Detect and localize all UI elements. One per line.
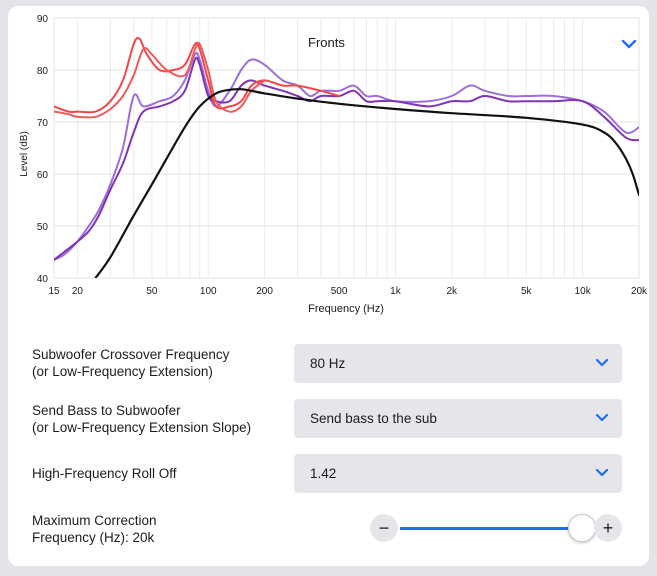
increase-button[interactable]: + — [594, 514, 622, 542]
max-correction-label: Maximum Correction Frequency (Hz): 20k — [32, 512, 157, 546]
y-tick-label: 60 — [37, 170, 49, 181]
y-tick-label: 70 — [37, 118, 49, 129]
x-tick-label: 20k — [631, 286, 648, 297]
chevron-down-icon — [595, 468, 609, 477]
y-tick-label: 40 — [37, 274, 49, 285]
crossover-label-line1: Subwoofer Crossover Frequency — [32, 347, 230, 362]
bass-label-line2: (or Low-Frequency Extension Slope) — [32, 420, 252, 435]
max-correction-label-line1: Maximum Correction — [32, 513, 157, 528]
decrease-button[interactable]: − — [370, 514, 398, 542]
settings-card: 15 20 50 100 200 500 1k 2k 5k 10k 20k 40 50 60 70 80 90 … — [8, 6, 649, 566]
crossover-select[interactable]: 80 Hz — [294, 344, 622, 383]
channel-title: Fronts — [308, 35, 345, 50]
bass-value: Send bass to the sub — [310, 411, 437, 426]
plus-icon: + — [602, 518, 614, 538]
rolloff-value: 1.42 — [310, 466, 337, 481]
slider-thumb[interactable] — [568, 514, 596, 542]
x-axis-label: Frequency (Hz) — [308, 303, 384, 315]
plot-frame — [53, 17, 640, 279]
crossover-label: Subwoofer Crossover Frequency (or Low-Fr… — [32, 346, 229, 380]
series-line-4 — [94, 88, 639, 278]
x-tick-label: 5k — [521, 286, 533, 297]
y-tick-label: 80 — [37, 66, 49, 77]
x-tick-label: 50 — [146, 286, 158, 297]
crossover-label-line2: (or Low-Frequency Extension) — [32, 364, 213, 379]
x-tick-label: 15 — [48, 286, 60, 297]
minus-icon: − — [378, 518, 390, 538]
chart-grid — [53, 17, 640, 279]
bass-label: Send Bass to Subwoofer (or Low-Frequency… — [32, 402, 251, 436]
x-tick-label: 1k — [390, 286, 402, 297]
rolloff-label: High-Frequency Roll Off — [32, 466, 177, 481]
chart-series — [54, 36, 639, 278]
y-tick-label: 90 — [37, 14, 49, 25]
rolloff-select[interactable]: 1.42 — [294, 454, 622, 493]
x-tick-label: 20 — [72, 286, 84, 297]
series-line-1 — [54, 41, 266, 119]
bass-label-line1: Send Bass to Subwoofer — [32, 403, 181, 418]
y-tick-label: 50 — [37, 222, 49, 233]
x-tick-label: 10k — [575, 286, 592, 297]
max-correction-slider[interactable]: − + — [370, 514, 622, 544]
bass-select[interactable]: Send bass to the sub — [294, 399, 622, 438]
max-correction-label-line2: Frequency (Hz): 20k — [32, 530, 155, 545]
series-line-2 — [54, 51, 639, 261]
chart-ticks: 15 20 50 100 200 500 1k 2k 5k 10k 20k 40 50 60 70 80 90 — [37, 14, 648, 297]
x-tick-label: 200 — [256, 286, 273, 297]
slider-track[interactable] — [400, 527, 580, 530]
series-line-3 — [54, 56, 639, 261]
series-line-0 — [54, 36, 341, 114]
x-tick-label: 500 — [331, 286, 348, 297]
x-tick-label: 100 — [200, 286, 217, 297]
chevron-down-icon[interactable] — [620, 37, 638, 51]
chevron-down-icon — [595, 413, 609, 422]
y-axis-label: Level (dB) — [19, 131, 30, 177]
x-tick-label: 2k — [447, 286, 459, 297]
frequency-response-chart: 15 20 50 100 200 500 1k 2k 5k 10k 20k405060708090 … — [19, 14, 648, 315]
channel-selector[interactable]: Fronts — [308, 35, 345, 50]
crossover-value: 80 Hz — [310, 356, 346, 371]
chevron-down-icon — [595, 358, 609, 367]
